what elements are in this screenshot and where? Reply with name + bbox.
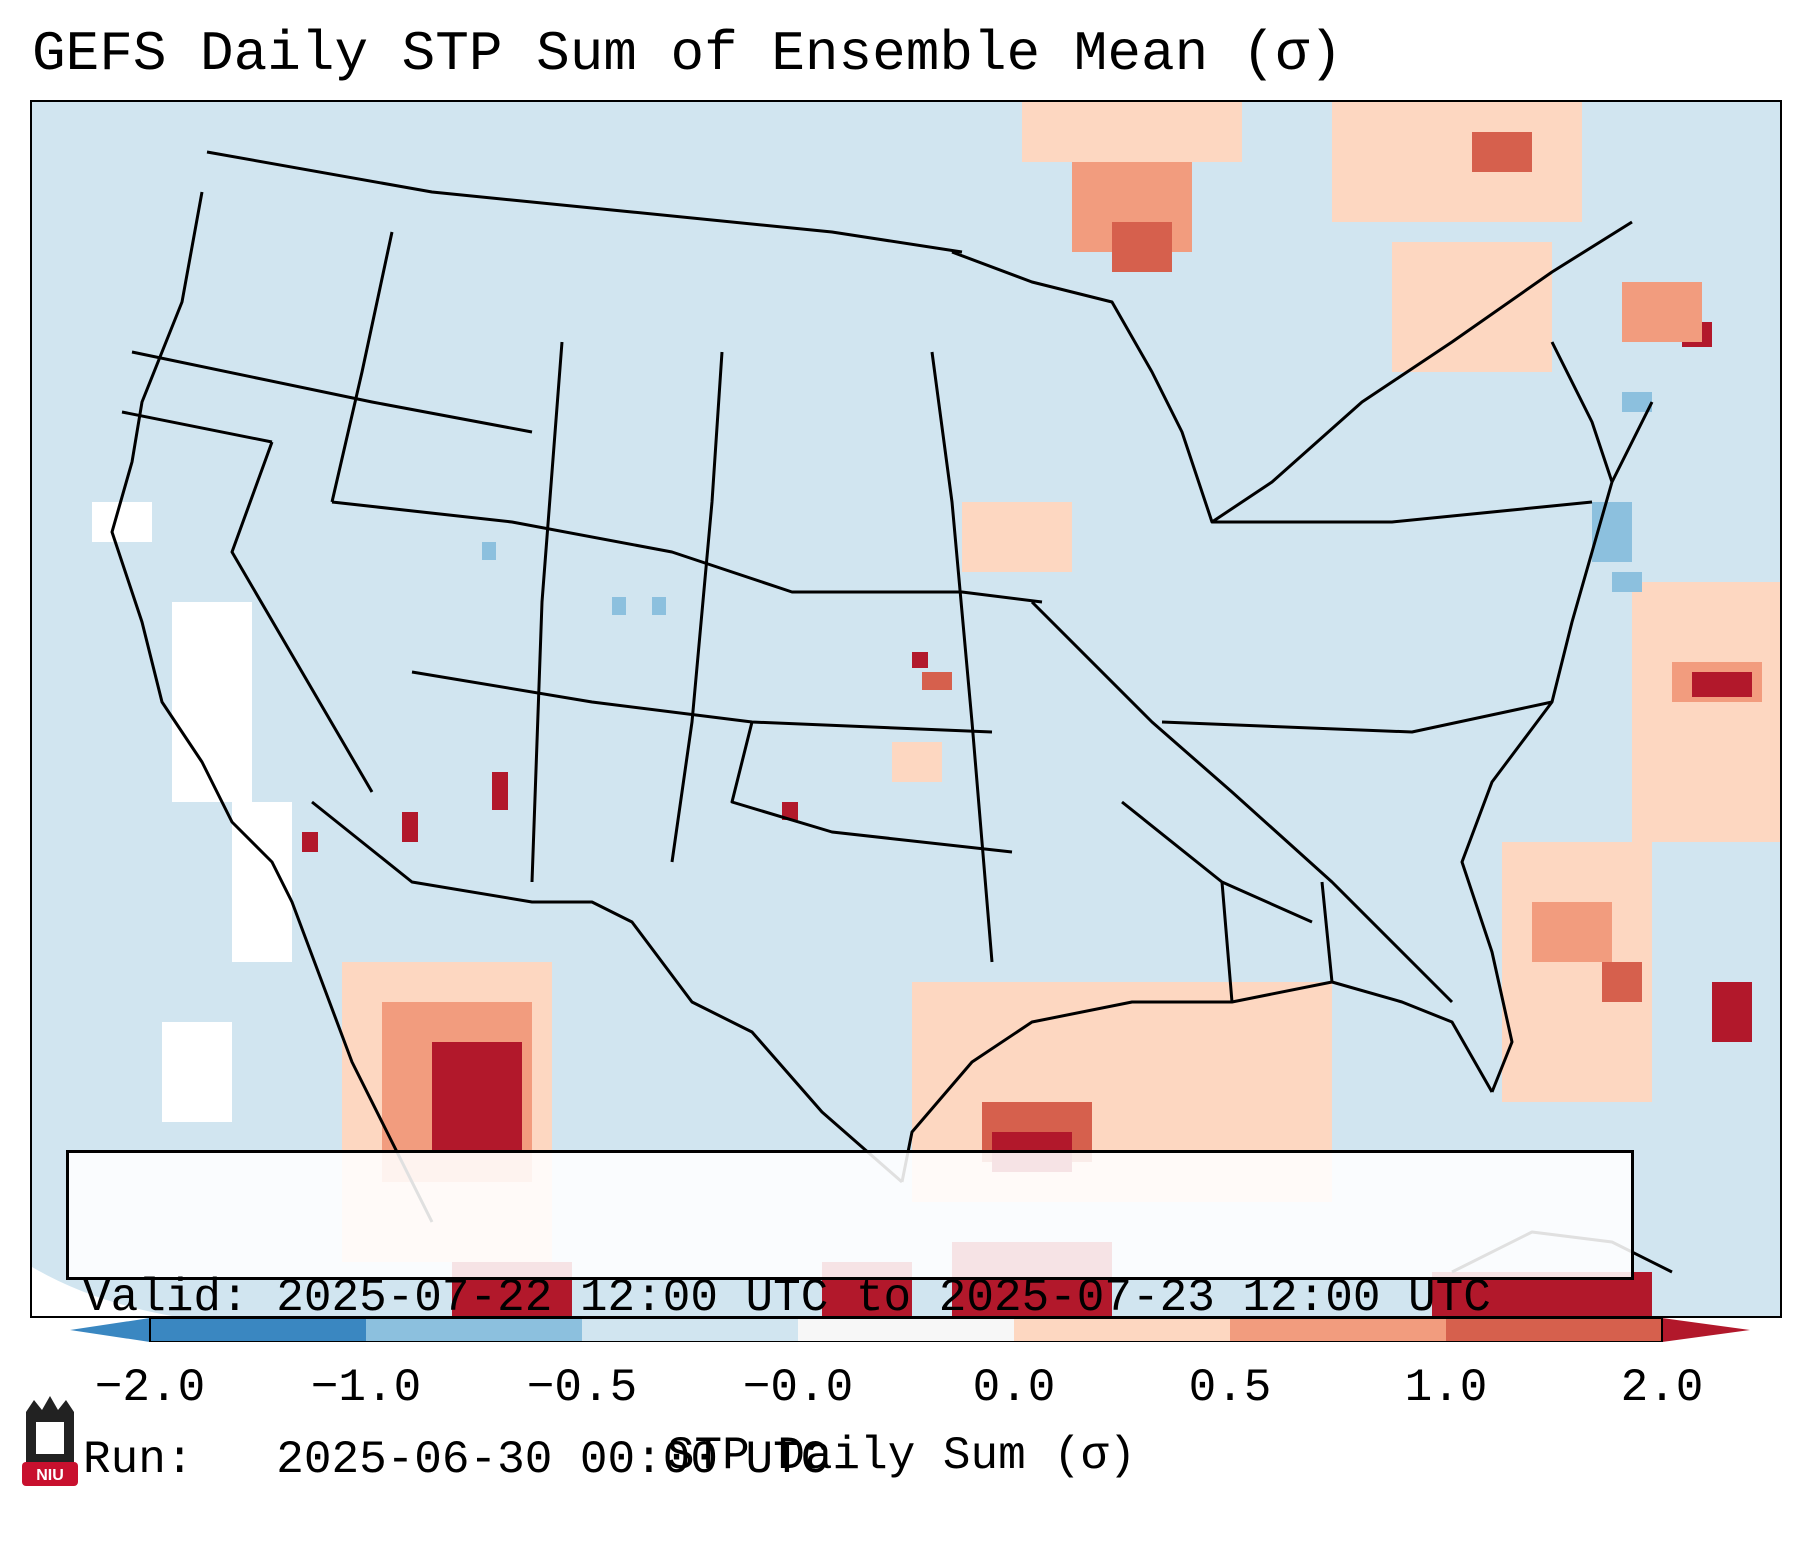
colorbar-tick-label: −0.0 [742, 1362, 854, 1414]
colorbar-tick-label: −1.0 [310, 1362, 422, 1414]
anomaly-cell [912, 652, 928, 668]
state-line [930, 351, 994, 963]
valid-label: Valid: [83, 1272, 249, 1324]
colorbar-left-arrow [70, 1318, 150, 1342]
anomaly-cell [1622, 282, 1702, 342]
anomaly-cell [1022, 102, 1242, 162]
colorbar-segment [366, 1318, 582, 1342]
colorbar-tick-label: −2.0 [94, 1362, 206, 1414]
validity-info-box: Valid: 2025-07-22 12:00 UTC to 2025-07-2… [66, 1150, 1634, 1486]
anomaly-cell [162, 1022, 232, 1122]
state-line [1550, 341, 1614, 483]
anomaly-cell [302, 832, 318, 852]
state-line [131, 350, 533, 434]
colorbar-segment [798, 1318, 1014, 1342]
state-line [411, 670, 993, 734]
state-line [1212, 500, 1593, 524]
anomaly-cell [892, 742, 942, 782]
run-row: Run: 2025-06-30 00:00 UTC [83, 1433, 1617, 1487]
colorbar-segment [582, 1318, 798, 1342]
colorbar-right-arrow [1662, 1318, 1750, 1342]
east-coastline [1460, 401, 1654, 1093]
projection-edge [32, 1267, 172, 1316]
colorbar-label: STP Daily Sum (σ) [666, 1430, 1137, 1482]
state-line [730, 721, 1013, 854]
colorbar-outline [149, 1318, 1663, 1342]
state-line [530, 341, 564, 883]
anomaly-cell [1632, 582, 1780, 842]
run-label: Run: [83, 1434, 194, 1486]
anomaly-cell [1602, 962, 1642, 1002]
valid-row: Valid: 2025-07-22 12:00 UTC to 2025-07-2… [83, 1271, 1617, 1325]
state-line [330, 231, 394, 503]
anomaly-cell [1332, 102, 1582, 222]
colorbar-segment [1446, 1318, 1662, 1342]
anomaly-cell [482, 542, 496, 560]
anomaly-cell [612, 597, 626, 615]
anomaly-cell [1532, 902, 1612, 962]
colorbar [70, 1318, 1750, 1342]
anomaly-cell [1622, 392, 1652, 412]
anomaly-cell [402, 812, 418, 842]
colorbar-tick-label: 0.0 [972, 1362, 1056, 1414]
logo-badge [22, 1462, 78, 1486]
anomaly-cell [962, 502, 1072, 572]
anomaly-cell [92, 502, 152, 542]
state-line [1320, 881, 1334, 983]
state-line [1161, 700, 1553, 734]
anomaly-cell [782, 802, 798, 820]
colorbar-segment [150, 1318, 366, 1342]
map-panel [30, 100, 1782, 1318]
logo-text: NIU [36, 1467, 64, 1484]
run-value: 2025-06-30 00:00 UTC [276, 1434, 829, 1486]
anomaly-cell [652, 597, 666, 615]
anomaly-cell [1472, 132, 1532, 172]
colorbar-tick-label: −0.5 [526, 1362, 638, 1414]
us-canada-border [206, 150, 963, 254]
anomaly-cell [922, 672, 952, 690]
state-line [670, 351, 724, 863]
colorbar-tick-label: 0.5 [1188, 1362, 1272, 1414]
us-mexico-border [311, 800, 903, 1184]
colorbar-tick-label: 1.0 [1404, 1362, 1488, 1414]
logo-window-icon [36, 1422, 64, 1454]
anomaly-cell [1692, 672, 1752, 697]
colorbar-tick-label: 2.0 [1620, 1362, 1704, 1414]
map-canvas [32, 102, 1780, 1316]
state-line [331, 500, 1043, 604]
state-line [121, 410, 273, 444]
gulf-coastline [900, 980, 1494, 1183]
anomaly-cell [432, 1042, 522, 1152]
anomaly-cell [172, 602, 252, 802]
anomaly-cell [1112, 222, 1172, 272]
colorbar-segment [1014, 1318, 1230, 1342]
niu-logo: NIU [22, 1396, 78, 1486]
west-coastline [110, 191, 434, 1223]
state-line [1030, 600, 1454, 1004]
state-line [230, 441, 374, 793]
valid-value: 2025-07-22 12:00 UTC to 2025-07-23 12:00… [276, 1272, 1491, 1324]
chart-title: GEFS Daily STP Sum of Ensemble Mean (σ) [32, 22, 1343, 86]
anomaly-cell [1392, 242, 1552, 372]
anomaly-cells [92, 102, 1780, 1316]
anomaly-cell [492, 772, 508, 810]
anomaly-cell [1612, 572, 1642, 592]
colorbar-segment [1230, 1318, 1446, 1342]
anomaly-cell [1712, 982, 1752, 1042]
state-line [1220, 881, 1234, 1003]
